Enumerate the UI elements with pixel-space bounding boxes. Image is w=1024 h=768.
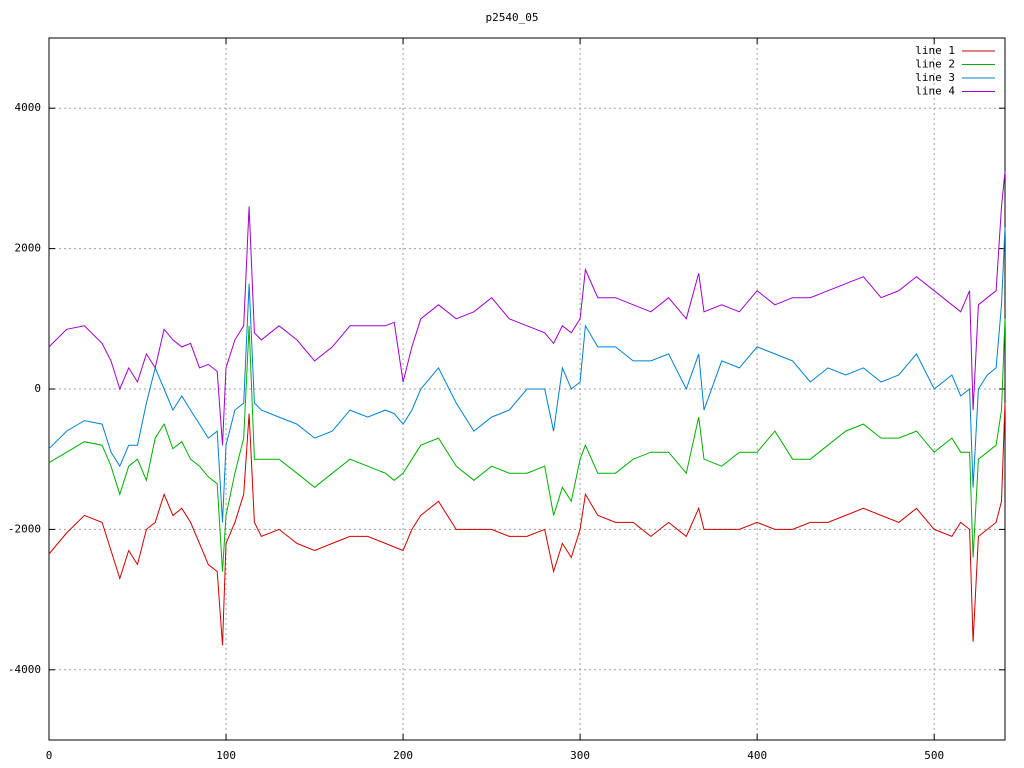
x-tick-label: 0 — [46, 749, 53, 762]
data-line — [48, 171, 1006, 446]
y-tick-label: 0 — [34, 382, 41, 395]
legend-label: line 4 — [915, 85, 955, 98]
data-line — [48, 318, 1006, 572]
data-line — [48, 402, 1006, 646]
plot-frame — [48, 37, 1006, 741]
legend-label: line 3 — [915, 71, 955, 84]
y-tick-label: 4000 — [15, 101, 42, 114]
legend-label: line 2 — [915, 58, 955, 71]
x-tick-label: 300 — [570, 749, 590, 762]
x-tick-label: 400 — [747, 749, 767, 762]
chart-title: p2540_05 — [486, 11, 539, 24]
x-tick-label: 200 — [393, 749, 413, 762]
data-line — [48, 227, 1006, 523]
y-tick-label: 2000 — [15, 242, 42, 255]
x-tick-label: 100 — [216, 749, 236, 762]
x-tick-label: 500 — [924, 749, 944, 762]
legend-label: line 1 — [915, 44, 955, 57]
y-tick-label: -4000 — [8, 663, 41, 676]
y-tick-label: -2000 — [8, 522, 41, 535]
